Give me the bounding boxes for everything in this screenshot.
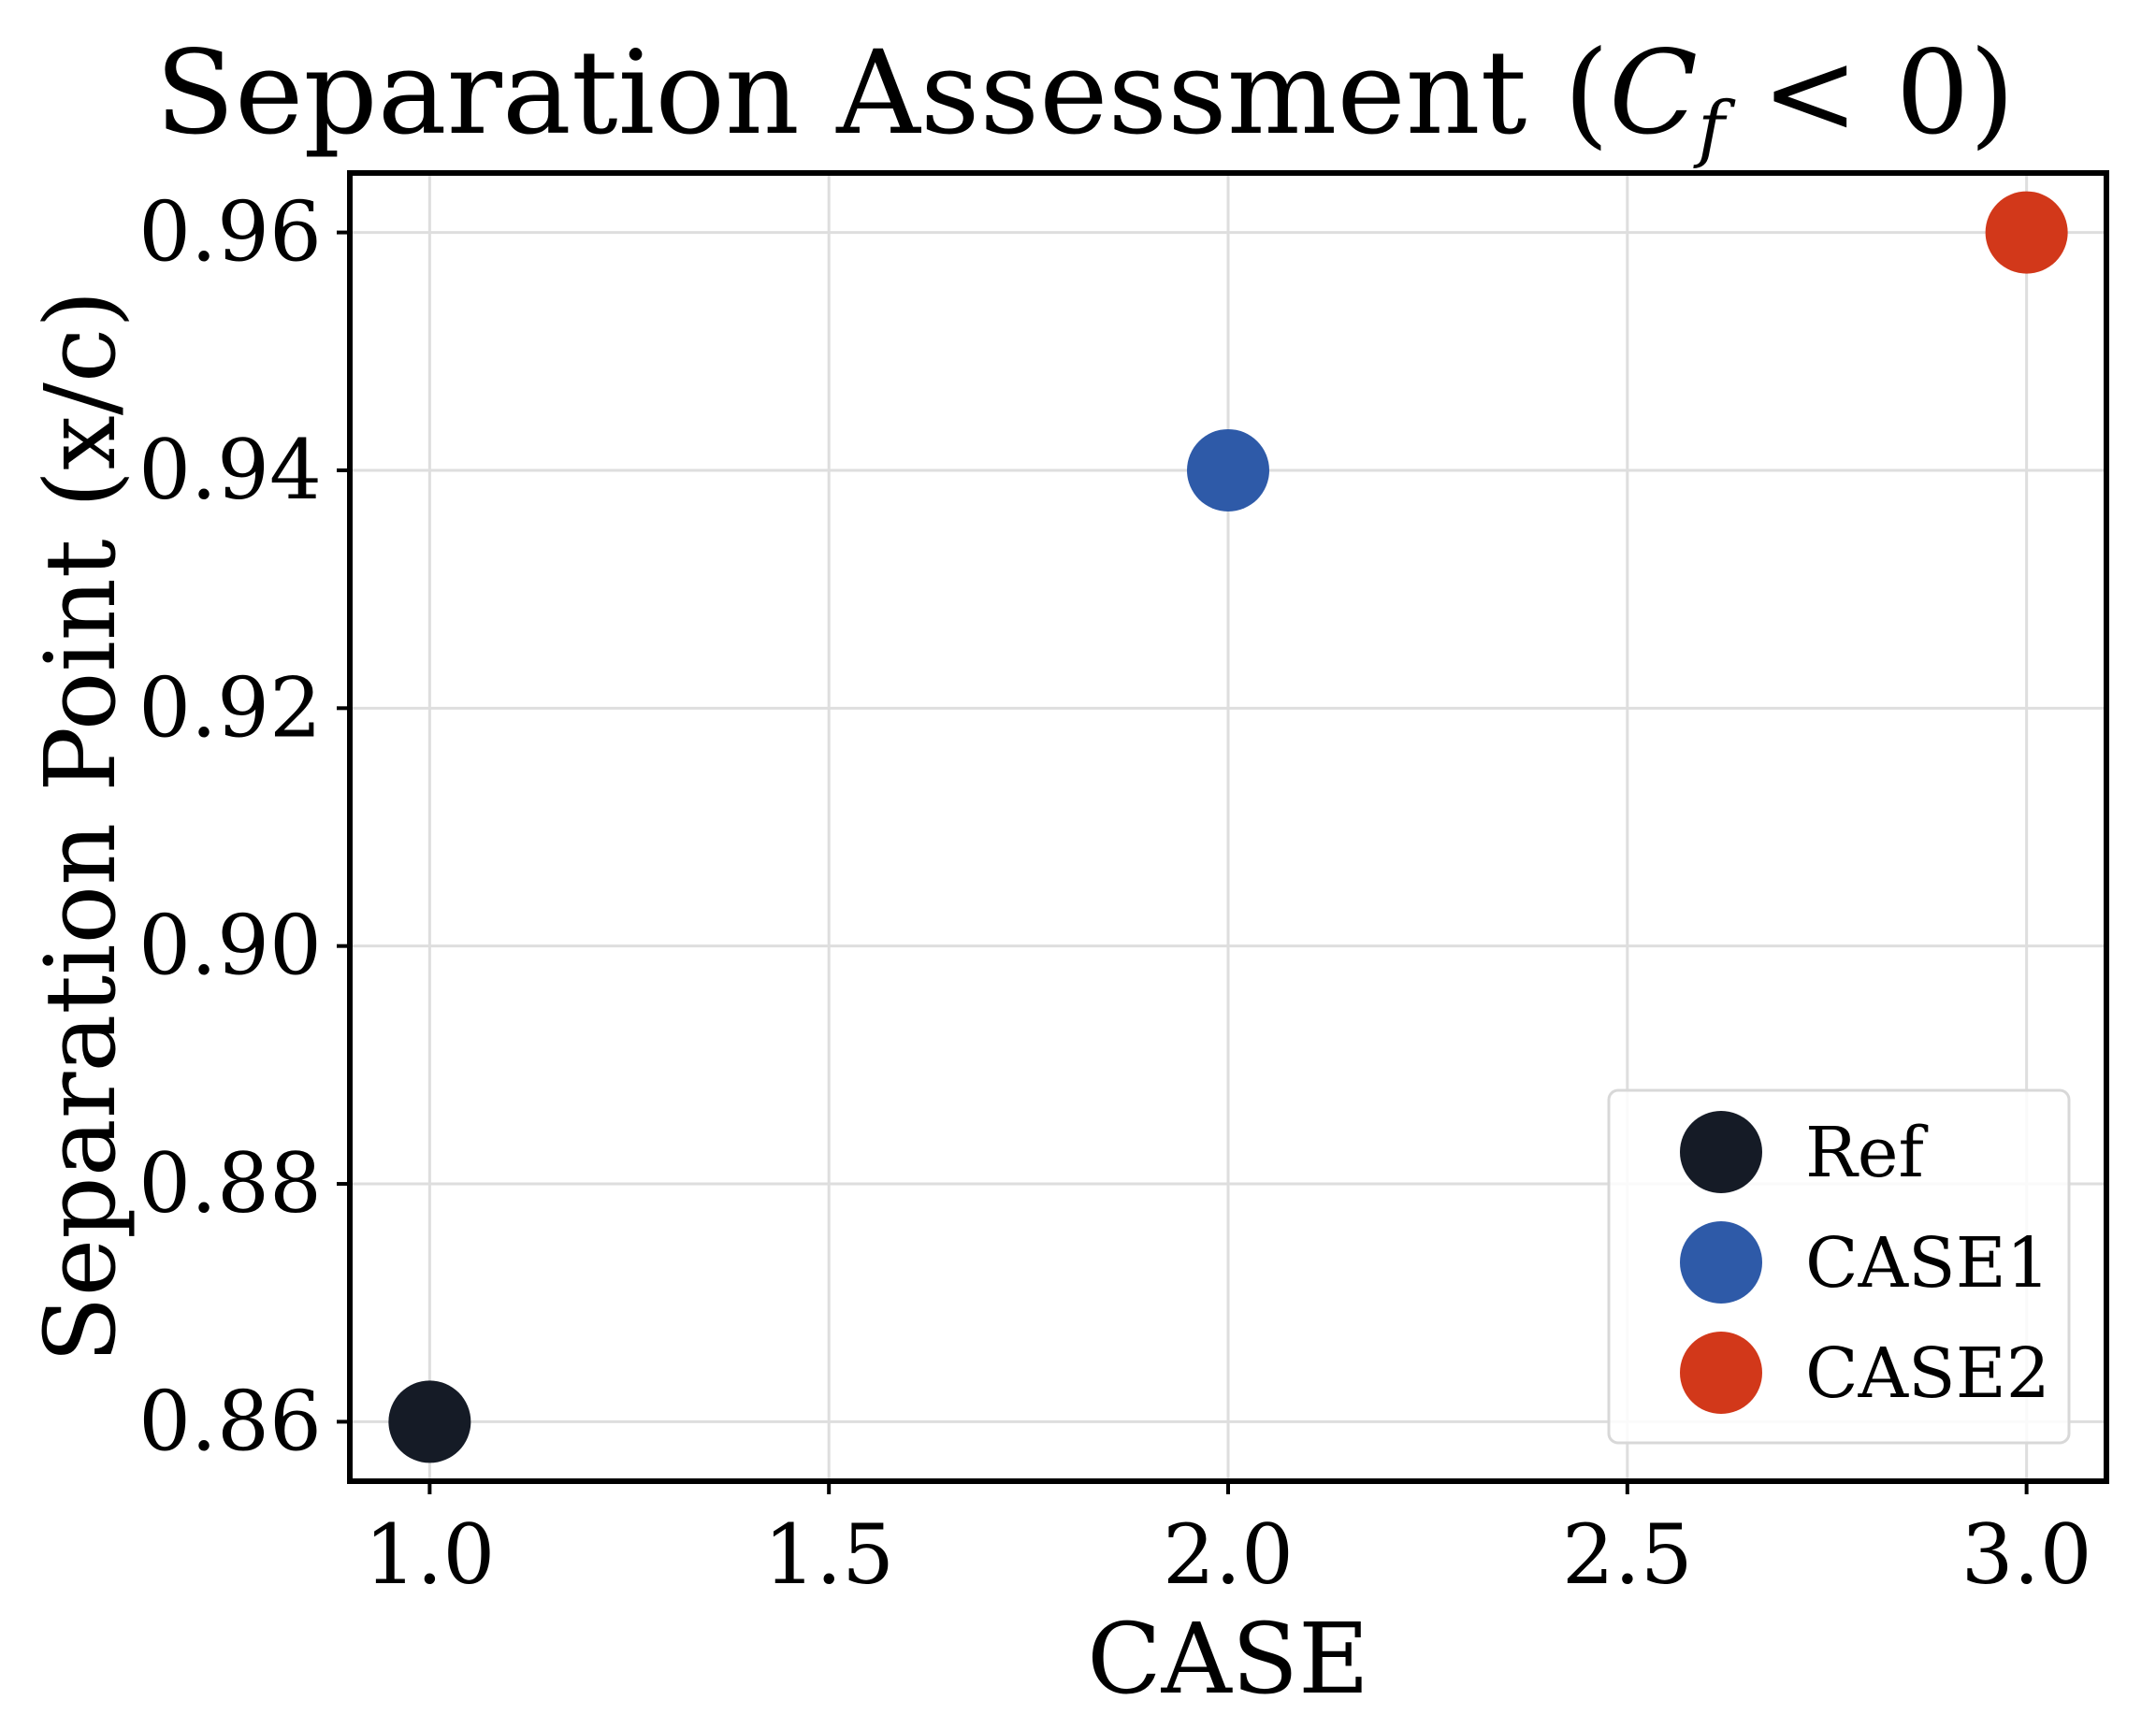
y-tick-label: 0.96 — [138, 184, 322, 281]
y-ticks: 0.86 0.88 0.90 0.92 0.94 0.96 — [138, 184, 350, 1469]
x-tick-label: 1.5 — [763, 1506, 894, 1603]
x-axis-label: CASE — [1087, 1602, 1369, 1716]
point-case2 — [1985, 191, 2068, 274]
x-tick-label: 2.5 — [1562, 1506, 1693, 1603]
x-ticks: 1.0 1.5 2.0 2.5 3.0 — [364, 1481, 2092, 1603]
legend-marker-case1 — [1680, 1221, 1762, 1304]
point-ref — [388, 1380, 471, 1463]
point-case1 — [1187, 428, 1269, 511]
legend-label-case1: CASE1 — [1805, 1223, 2050, 1304]
legend: Ref CASE1 CASE2 — [1607, 1088, 2071, 1445]
y-tick-label: 0.92 — [138, 659, 322, 756]
y-tick-label: 0.90 — [138, 898, 322, 994]
y-tick-label: 0.94 — [138, 422, 322, 518]
data-points — [388, 191, 2068, 1463]
x-tick-label: 3.0 — [1961, 1506, 2092, 1603]
legend-label-ref: Ref — [1805, 1113, 1929, 1193]
y-tick-label: 0.88 — [138, 1135, 322, 1232]
legend-marker-ref — [1680, 1111, 1762, 1193]
x-tick-label: 2.0 — [1163, 1506, 1294, 1603]
y-axis-label: Separation Point (x/c) — [23, 290, 137, 1362]
y-tick-label: 0.86 — [138, 1373, 322, 1469]
x-tick-label: 1.0 — [364, 1506, 495, 1603]
grid — [350, 173, 2106, 1481]
chart-title: Separation Assessment (Cf < 0) — [155, 26, 2015, 171]
legend-marker-case2 — [1680, 1332, 1762, 1414]
legend-label-case2: CASE2 — [1805, 1333, 2050, 1414]
